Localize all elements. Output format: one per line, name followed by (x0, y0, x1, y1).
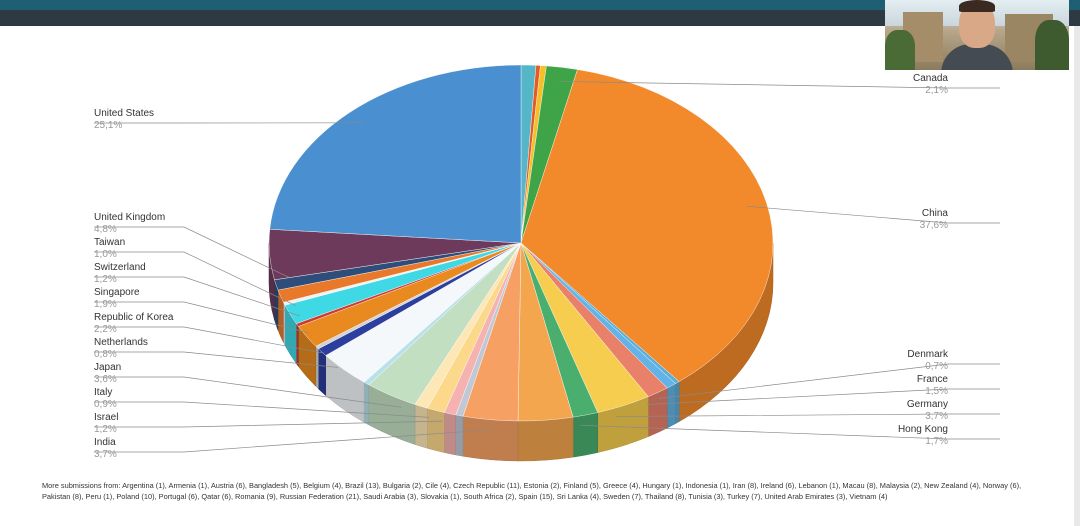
label-italy: Italy (94, 387, 112, 398)
more-submissions-footnote: More submissions from: Argentina (1), Ar… (42, 481, 1022, 501)
leader-line-hong-kong (580, 424, 1000, 440)
leader-line-united-kingdom (94, 226, 290, 279)
label-hong-kong: Hong Kong (898, 424, 948, 435)
leader-line-republic-of-korea (94, 326, 324, 354)
leader-line-canada (558, 81, 1000, 89)
top-bar-band (0, 0, 1080, 10)
pct-japan: 3,6% (94, 374, 117, 385)
pct-united-states: 25,1% (94, 120, 122, 131)
pie-side-12 (455, 414, 464, 457)
label-japan: Japan (94, 362, 121, 373)
label-france: France (917, 374, 949, 385)
pct-italy: 0,9% (94, 399, 117, 410)
pct-china: 37,6% (920, 220, 948, 231)
pct-canada: 2,1% (925, 85, 948, 96)
pie-side-10 (517, 416, 574, 462)
label-india: India (94, 437, 116, 448)
leader-line-germany (615, 413, 1000, 417)
pct-singapore: 1,9% (94, 299, 117, 310)
label-united-kingdom: United Kingdom (94, 212, 165, 223)
pie-top-faces (268, 64, 774, 422)
leader-line-france (646, 388, 1000, 405)
pie-side-20 (315, 345, 319, 390)
leader-line-israel (94, 420, 443, 428)
pct-france: 1,5% (925, 386, 948, 397)
leader-line-switzerland (94, 276, 300, 317)
label-canada: Canada (913, 73, 948, 84)
pie-side-9 (572, 412, 598, 458)
label-netherlands: Netherlands (94, 337, 148, 348)
pct-hong-kong: 1,7% (925, 436, 948, 447)
pct-germany: 3,7% (925, 411, 948, 422)
label-denmark: Denmark (907, 349, 949, 360)
leader-line-denmark (659, 363, 1000, 399)
pie-side-15 (414, 404, 428, 449)
leader-line-netherlands (94, 351, 338, 368)
pie-side-19 (318, 348, 326, 397)
pie-side-17 (363, 381, 370, 426)
pct-india: 3,7% (94, 449, 117, 460)
pct-republic-of-korea: 2,2% (94, 324, 117, 335)
pct-denmark: 0,7% (925, 361, 948, 372)
leader-line-singapore (94, 301, 309, 334)
pie-side-walls (268, 242, 774, 462)
leader-line-italy (94, 401, 430, 418)
pct-taiwan: 1,0% (94, 249, 117, 260)
label-china: China (922, 208, 949, 219)
slice-china (520, 69, 774, 382)
leader-line-japan (94, 376, 402, 408)
label-republic-of-korea: Republic of Korea (94, 312, 174, 323)
label-taiwan: Taiwan (94, 237, 125, 248)
leader-line-india (94, 429, 493, 453)
label-switzerland: Switzerland (94, 262, 146, 273)
pie-side-11 (462, 415, 519, 462)
pie-side-14 (427, 407, 445, 453)
slide-right-edge (1074, 26, 1080, 526)
pct-united-kingdom: 4,8% (94, 224, 117, 235)
pie-side-6 (666, 383, 676, 429)
leader-line-china (746, 205, 1000, 224)
label-israel: Israel (94, 412, 118, 423)
slice-united-states (269, 64, 522, 244)
label-singapore: Singapore (94, 287, 140, 298)
leader-line-taiwan (94, 251, 296, 306)
pct-netherlands: 0,8% (94, 349, 117, 360)
pct-israel: 1,2% (94, 424, 117, 435)
label-united-states: United States (94, 108, 154, 119)
pie-side-13 (444, 412, 457, 456)
presenter-webcam (885, 0, 1069, 70)
pct-switzerland: 1,2% (94, 274, 117, 285)
label-germany: Germany (907, 399, 948, 410)
